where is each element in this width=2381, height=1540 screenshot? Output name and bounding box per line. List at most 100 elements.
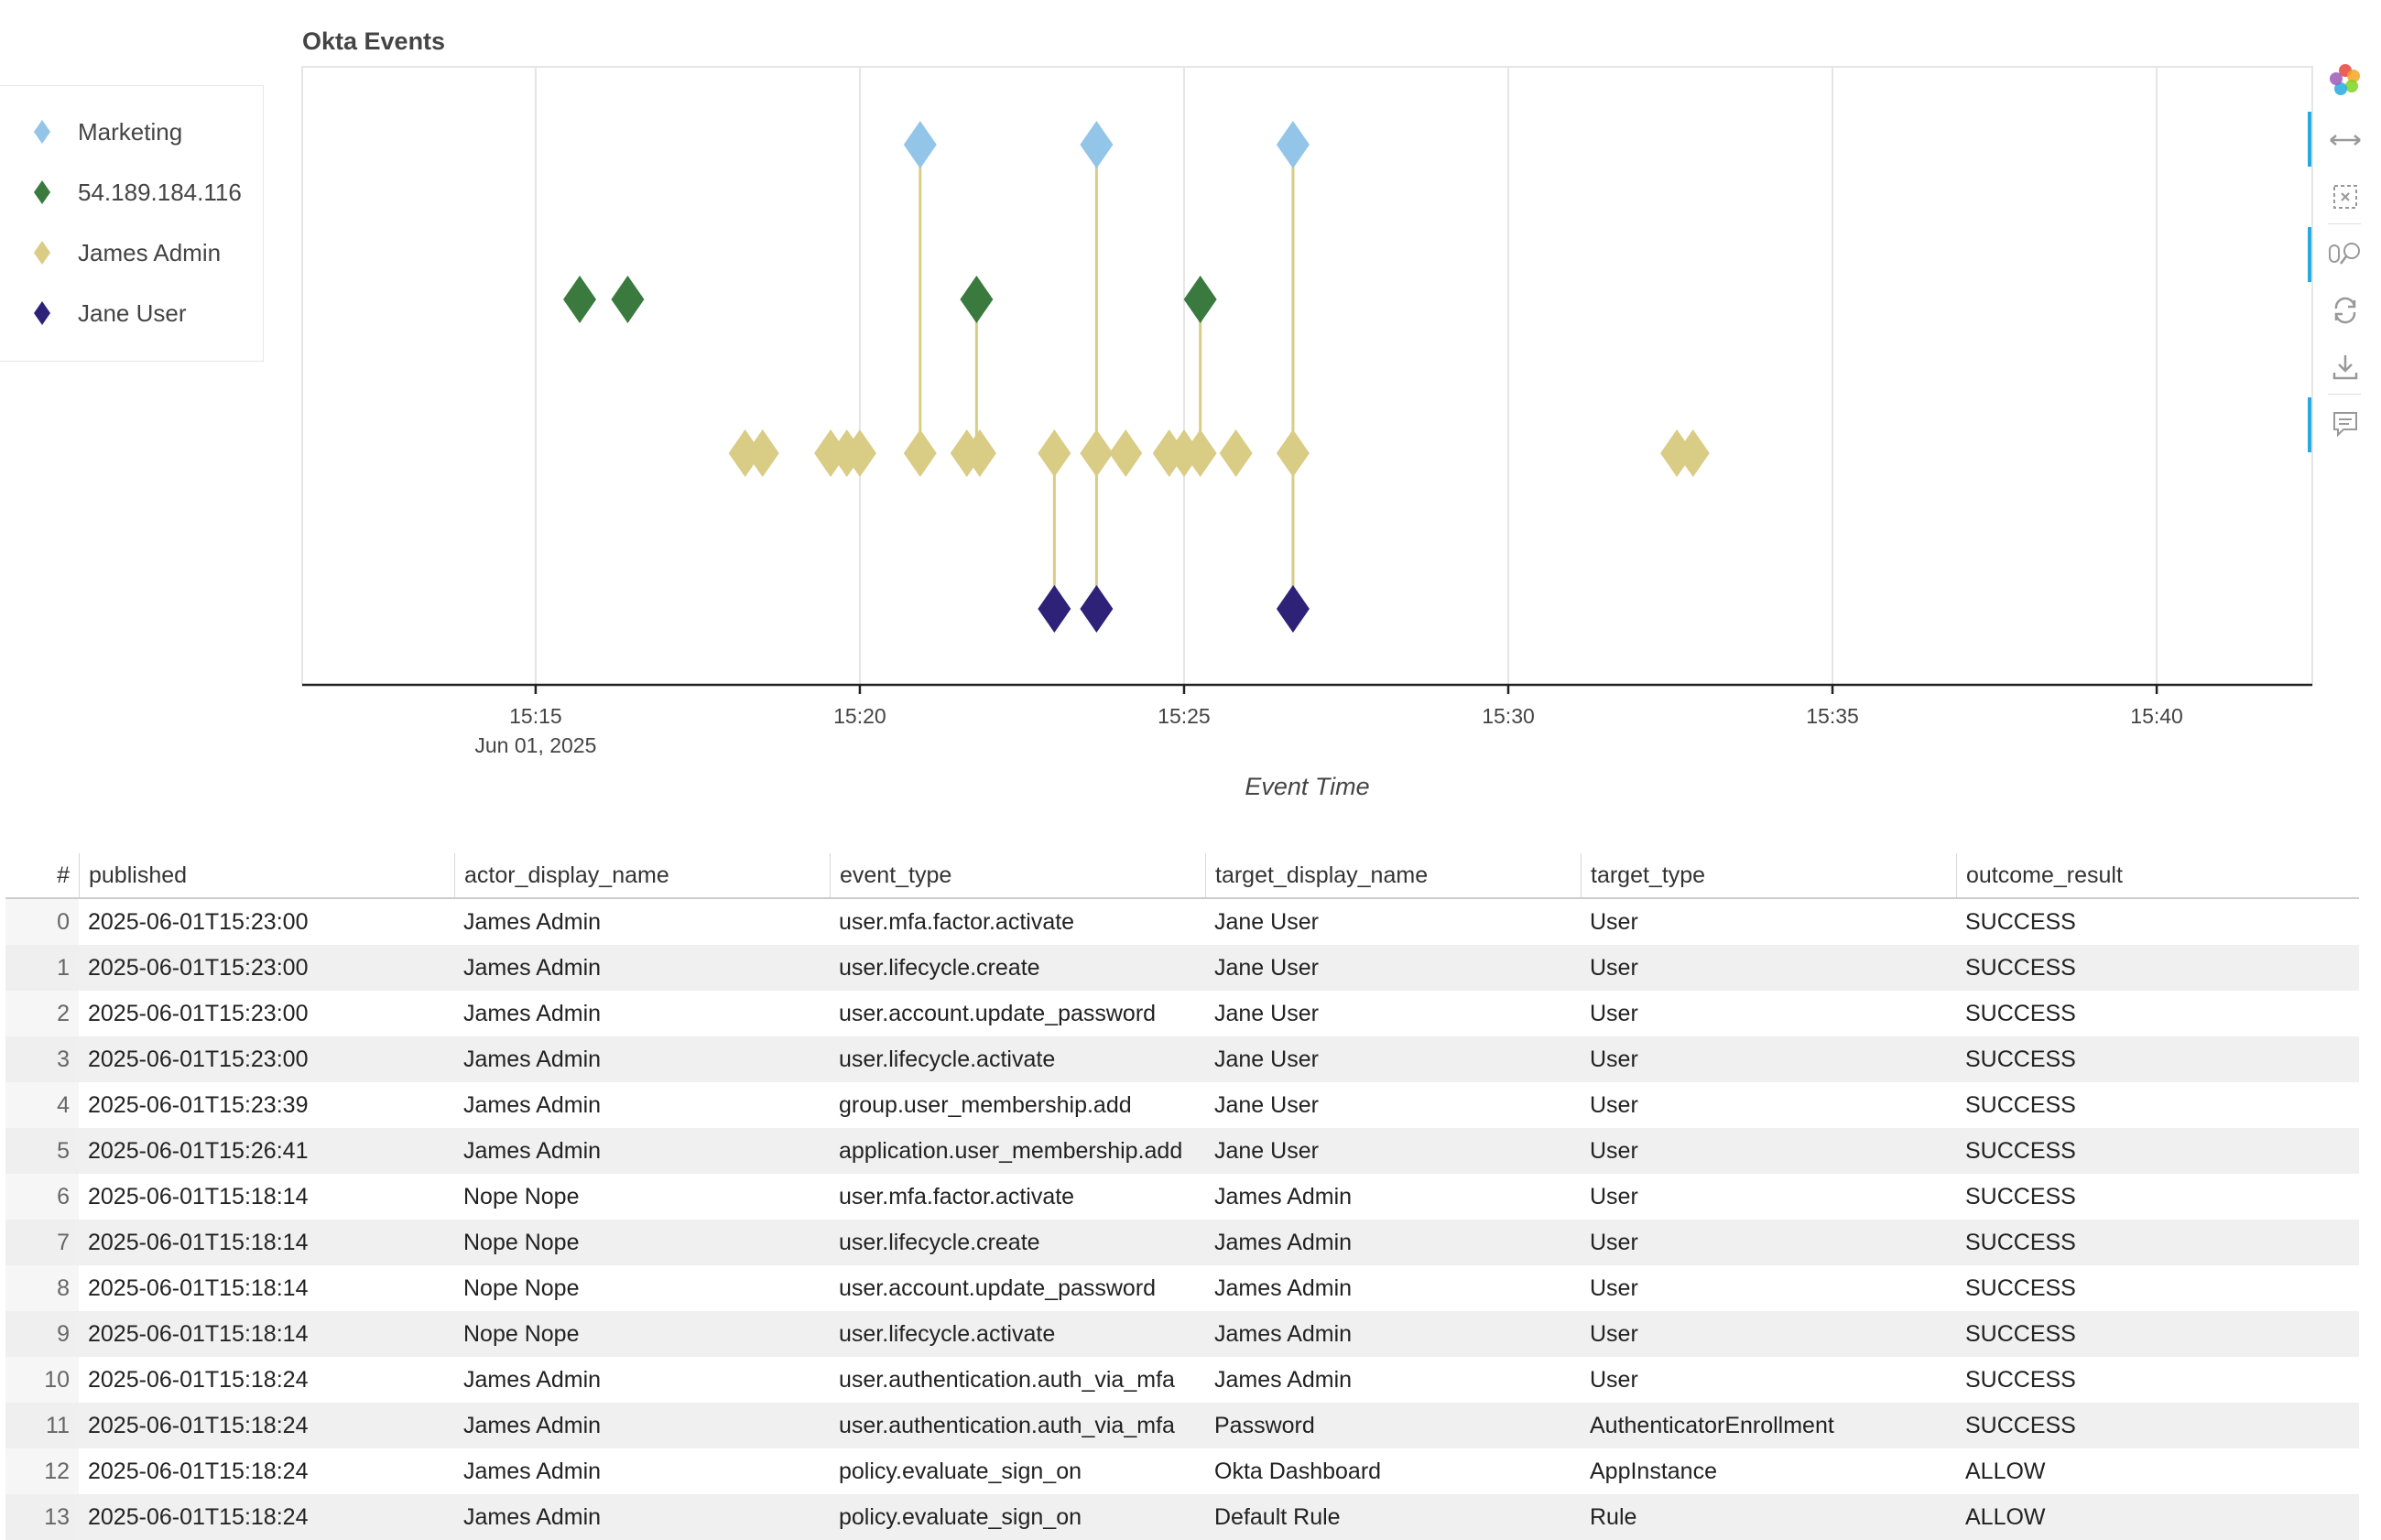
column-header[interactable]: target_type: [1581, 853, 1956, 897]
table-cell: 2025-06-01T15:23:00: [88, 955, 309, 981]
table-cell: 2025-06-01T15:23:00: [88, 1047, 309, 1072]
table-row[interactable]: 4 2025-06-01T15:23:39 James Admin group.use…: [5, 1082, 2359, 1128]
legend[interactable]: Marketing 54.189.184.116 James Admin Jane U…: [0, 85, 264, 362]
x-tick-label: 15:15: [509, 704, 562, 728]
table-cell: policy.evaluate_sign_on: [839, 1504, 1082, 1530]
table-row[interactable]: 6 2025-06-01T15:18:14 Nope Nope user.mfa.fa…: [5, 1174, 2359, 1220]
column-header[interactable]: outcome_result: [1956, 853, 2332, 897]
box-zoom-tool-icon[interactable]: [2328, 179, 2363, 214]
table-cell: SUCCESS: [1965, 1275, 2076, 1301]
x-tick-sublabel: Jun 01, 2025: [474, 733, 596, 757]
row-index: 1: [5, 945, 79, 991]
table-cell: SUCCESS: [1965, 1367, 2076, 1393]
table-cell: James Admin: [1214, 1230, 1353, 1255]
diamond-icon: [34, 241, 50, 265]
table-cell: SUCCESS: [1965, 909, 2076, 935]
event-marker: [903, 429, 937, 477]
table-cell: 2025-06-01T15:18:14: [88, 1184, 309, 1209]
legend-item[interactable]: 54.189.184.116: [30, 174, 242, 211]
column-header[interactable]: event_type: [830, 853, 1205, 897]
hover-tool-icon[interactable]: [2328, 407, 2363, 441]
table-row[interactable]: 12 2025-06-01T15:18:24 James Admin policy.e…: [5, 1448, 2359, 1494]
table-cell: 2025-06-01T15:18:14: [88, 1230, 309, 1255]
table-cell: Jane User: [1214, 955, 1319, 981]
table-cell: Nope Nope: [463, 1275, 580, 1301]
legend-label: 54.189.184.116: [78, 178, 242, 206]
table-cell: user.authentication.auth_via_mfa: [839, 1413, 1175, 1438]
table-cell: ALLOW: [1965, 1504, 2046, 1530]
row-index: 4: [5, 1082, 79, 1128]
bokeh-logo-icon[interactable]: [2328, 62, 2363, 97]
table-cell: user.lifecycle.create: [839, 955, 1040, 981]
table-cell: 2025-06-01T15:18:14: [88, 1321, 309, 1347]
x-tick-label: 15:20: [833, 704, 886, 728]
table-row[interactable]: 3 2025-06-01T15:23:00 James Admin user.life…: [5, 1036, 2359, 1082]
legend-label: Marketing: [78, 117, 183, 146]
legend-item[interactable]: Marketing: [30, 114, 182, 150]
table-row[interactable]: 0 2025-06-01T15:23:00 James Admin user.mfa.…: [5, 899, 2359, 945]
reset-tool-icon[interactable]: [2328, 293, 2363, 328]
event-marker: [1038, 429, 1071, 477]
table-row[interactable]: 13 2025-06-01T15:18:24 James Admin policy.e…: [5, 1494, 2359, 1540]
column-header[interactable]: #: [57, 862, 70, 888]
row-index: 9: [5, 1311, 79, 1357]
legend-label: James Admin: [78, 238, 222, 266]
table-cell: User: [1590, 1275, 1638, 1301]
table-cell: User: [1590, 1321, 1638, 1347]
table-row[interactable]: 11 2025-06-01T15:18:24 James Admin user.aut…: [5, 1403, 2359, 1448]
table-cell: 2025-06-01T15:23:00: [88, 909, 309, 935]
column-header[interactable]: actor_display_name: [454, 853, 830, 897]
column-header[interactable]: target_display_name: [1205, 853, 1581, 897]
table-cell: James Admin: [1214, 1184, 1353, 1209]
table-cell: James Admin: [1214, 1275, 1353, 1301]
event-marker: [1219, 429, 1253, 477]
table-cell: James Admin: [463, 1138, 602, 1164]
table-cell: user.authentication.auth_via_mfa: [839, 1367, 1175, 1393]
table-cell: Rule: [1590, 1504, 1637, 1530]
row-index: 13: [5, 1494, 79, 1540]
table-cell: SUCCESS: [1965, 1001, 2076, 1026]
table-row[interactable]: 1 2025-06-01T15:23:00 James Admin user.life…: [5, 945, 2359, 991]
data-table[interactable]: # published actor_display_name event_type ta…: [5, 853, 2359, 1540]
row-index: 12: [5, 1448, 79, 1494]
table-cell: 2025-06-01T15:18:24: [88, 1367, 309, 1393]
plot-area[interactable]: 15:15 Jun 01, 2025 15:20 15:25 15:30 15:35 15:…: [0, 0, 2381, 824]
event-marker: [1109, 429, 1143, 477]
x-tick-label: 15:30: [1482, 704, 1535, 728]
legend-item[interactable]: James Admin: [30, 234, 221, 271]
table-cell: 2025-06-01T15:18:24: [88, 1459, 309, 1484]
event-marker: [1676, 429, 1710, 477]
table-cell: James Admin: [463, 1001, 602, 1026]
legend-item[interactable]: Jane User: [30, 295, 187, 331]
row-index: 2: [5, 991, 79, 1036]
row-index: 3: [5, 1036, 79, 1082]
table-cell: user.mfa.factor.activate: [839, 1184, 1075, 1209]
table-cell: User: [1590, 1001, 1638, 1026]
table-cell: ALLOW: [1965, 1459, 2046, 1484]
table-row[interactable]: 2 2025-06-01T15:23:00 James Admin user.acco…: [5, 991, 2359, 1036]
event-marker: [1038, 585, 1071, 633]
table-cell: Jane User: [1214, 909, 1319, 935]
table-row[interactable]: 8 2025-06-01T15:18:14 Nope Nope user.accoun…: [5, 1265, 2359, 1311]
table-row[interactable]: 7 2025-06-01T15:18:14 Nope Nope user.lifecy…: [5, 1220, 2359, 1265]
row-index: 7: [5, 1220, 79, 1265]
table-row[interactable]: 10 2025-06-01T15:18:24 James Admin user.aut…: [5, 1357, 2359, 1403]
table-row[interactable]: 9 2025-06-01T15:18:14 Nope Nope user.lifecy…: [5, 1311, 2359, 1357]
wheel-zoom-tool-icon[interactable]: [2328, 236, 2363, 271]
table-cell: AuthenticatorEnrollment: [1590, 1413, 1834, 1438]
row-index: 0: [5, 899, 79, 945]
table-row[interactable]: 5 2025-06-01T15:26:41 James Admin applicati…: [5, 1128, 2359, 1174]
column-header[interactable]: published: [79, 853, 454, 897]
xpan-tool-icon[interactable]: [2328, 123, 2363, 157]
event-marker: [611, 276, 645, 323]
legend-label: Jane User: [78, 298, 187, 327]
table-cell: SUCCESS: [1965, 1321, 2076, 1347]
table-cell: User: [1590, 909, 1638, 935]
table-cell: James Admin: [463, 1459, 602, 1484]
table-cell: application.user_membership.add: [839, 1138, 1183, 1164]
save-tool-icon[interactable]: [2328, 350, 2363, 385]
chart-title: Okta Events: [302, 27, 446, 55]
table-cell: User: [1590, 1138, 1638, 1164]
row-index: 11: [5, 1403, 79, 1448]
event-marker: [1183, 276, 1217, 323]
